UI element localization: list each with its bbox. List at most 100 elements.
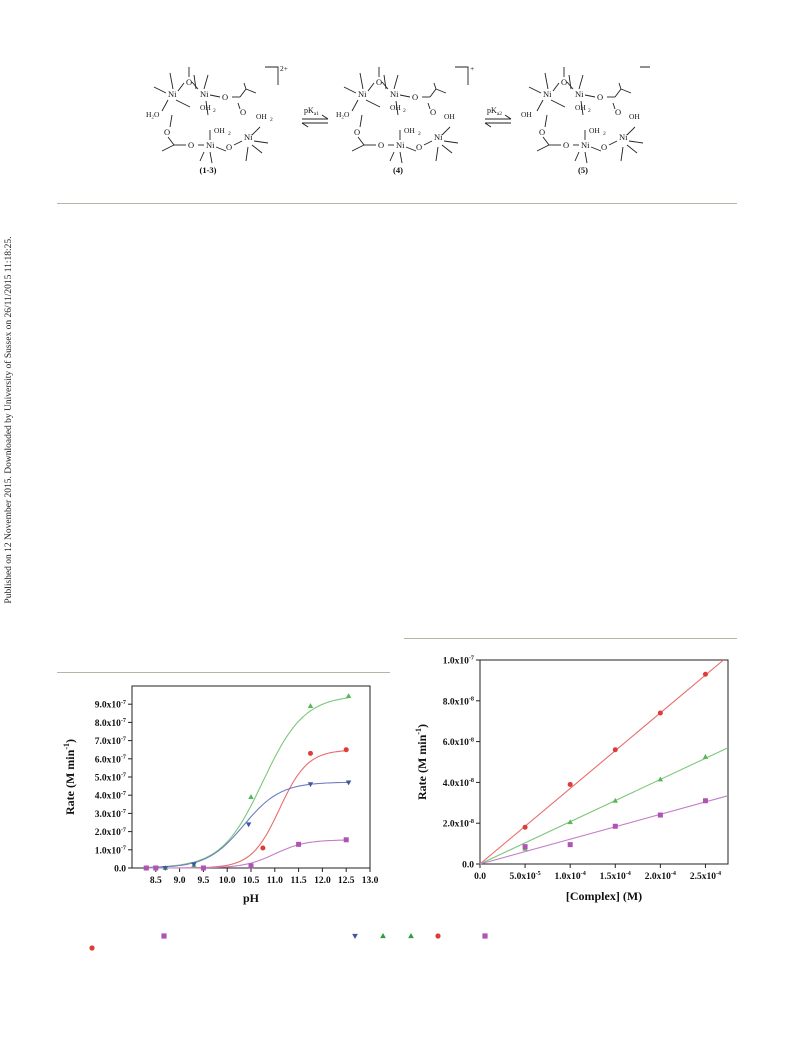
- oxygen-label: O: [539, 127, 545, 137]
- subscript-label: 2: [418, 131, 421, 137]
- scheme-divider: [57, 203, 737, 204]
- oxygen-label: O: [186, 77, 192, 87]
- data-point: [522, 844, 528, 850]
- data-point: [702, 671, 708, 677]
- aqua-label: OH: [256, 112, 267, 121]
- charge-label: 2+: [280, 64, 288, 73]
- y-tick-label: 3.0x10-7: [95, 809, 126, 820]
- left-figure-divider: [57, 672, 390, 673]
- data-point: [345, 780, 352, 786]
- data-point: [200, 865, 206, 871]
- data-point: [657, 710, 663, 716]
- data-point: [702, 754, 709, 759]
- x-tick-label: 12.0: [314, 876, 331, 886]
- y-tick-label: 4.0x10-7: [95, 791, 126, 802]
- caption-symbol: [380, 933, 386, 939]
- aqua-label: H₂O: [336, 110, 350, 119]
- data-point: [308, 750, 313, 756]
- x-axis-title: [Complex] (M): [566, 889, 642, 903]
- x-tick-label: 9.5: [197, 876, 209, 886]
- oxygen-label: O: [376, 77, 382, 87]
- plot-frame: [479, 659, 729, 865]
- caption-symbol: [435, 933, 441, 939]
- nickel-label: Ni: [575, 89, 584, 99]
- x-tick-label: 1.0x10-4: [555, 871, 586, 882]
- nickel-label: Ni: [434, 132, 443, 142]
- complex-number-label: (4): [393, 165, 403, 175]
- x-tick-label: 2.5x10-4: [690, 871, 721, 882]
- oxygen-label: O: [430, 107, 436, 117]
- caption-symbol: [352, 933, 358, 939]
- oxygen-label: O: [354, 127, 360, 137]
- hydroxo-label: OH: [444, 112, 455, 121]
- fit-curve: [146, 697, 349, 868]
- nickel-label: Ni: [543, 89, 552, 99]
- data-point: [248, 794, 254, 800]
- data-point: [657, 812, 663, 818]
- fit-curve: [146, 839, 349, 869]
- subscript-label: 2: [270, 117, 273, 123]
- oxygen-label: O: [188, 140, 194, 150]
- charge-label: +: [470, 64, 474, 73]
- y-tick-label: 4.0x10-8: [443, 778, 474, 789]
- data-point: [567, 842, 573, 848]
- y-tick-label: 0.0: [114, 865, 126, 875]
- data-point: [296, 841, 302, 847]
- nickel-label: Ni: [168, 89, 177, 99]
- subscript-label: 2: [603, 131, 606, 137]
- fit-line: [479, 659, 724, 865]
- caption-symbols: [89, 933, 488, 951]
- data-point: [307, 703, 314, 709]
- data-point: [162, 866, 169, 871]
- nickel-label: Ni: [206, 140, 215, 150]
- fit-line: [479, 795, 729, 865]
- data-point: [307, 782, 314, 788]
- subscript-label: 2: [213, 108, 216, 114]
- data-point: [612, 747, 618, 753]
- y-tick-label: 0.0: [462, 861, 474, 871]
- oxygen-label: O: [378, 140, 384, 150]
- complex-number-label: (1-3): [200, 165, 217, 175]
- data-point: [245, 822, 252, 828]
- oxygen-label: O: [222, 92, 228, 102]
- caption-symbol: [408, 933, 414, 939]
- oxygen-label: O: [597, 92, 603, 102]
- fit-curve: [146, 781, 349, 869]
- y-tick-label: 9.0x10-7: [95, 700, 126, 711]
- rate-vs-ph-chart: 8.5 9.0 9.5 10.0 10.5 11.0 11.5 12.0 12.5 13.0 0.0…: [62, 685, 379, 905]
- subscript-label: 2: [228, 131, 231, 137]
- complex-number-label: (5): [578, 165, 588, 175]
- data-point: [260, 845, 266, 851]
- equilibrium-arrows: pKa1 pKa2: [301, 106, 512, 128]
- y-axis-title: Rate (M min-1): [414, 724, 429, 800]
- nickel-label: Ni: [244, 132, 253, 142]
- x-tick-label: 5.0x10-5: [509, 871, 540, 882]
- x-axis-title: pH: [243, 891, 260, 905]
- x-tick-label: 0.0: [474, 872, 486, 882]
- x-tick-label: 2.0x10-4: [645, 871, 676, 882]
- oxygen-label: O: [226, 142, 232, 152]
- subscript-label: 2: [403, 108, 406, 114]
- aqua-label: H₂O: [146, 110, 160, 119]
- data-point: [191, 862, 197, 868]
- data-point: [143, 865, 149, 871]
- x-tick-label: 11.5: [291, 876, 307, 886]
- aqua-label: OH: [390, 103, 401, 112]
- oxygen-label: O: [601, 142, 607, 152]
- data-point: [343, 837, 349, 843]
- pka-label: pKa2: [487, 106, 502, 117]
- y-tick-label: 8.0x10-7: [95, 718, 126, 729]
- x-tick-label: 8.5: [150, 876, 162, 886]
- caption-symbol: [482, 933, 488, 939]
- nickel-label: Ni: [396, 140, 405, 150]
- oxygen-label: O: [561, 77, 567, 87]
- y-tick-label: 5.0x10-7: [95, 773, 126, 784]
- data-point: [343, 747, 349, 753]
- aqua-label: OH: [404, 126, 415, 135]
- right-figure-divider: [404, 638, 737, 639]
- hydroxo-label: OH: [629, 112, 640, 121]
